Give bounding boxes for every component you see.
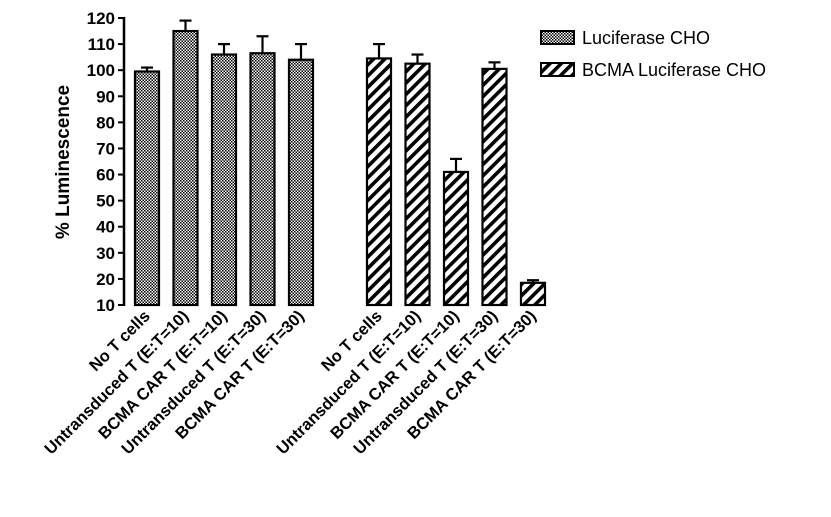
bar-s1-0 xyxy=(365,57,393,307)
y-axis-title: % Luminescence xyxy=(53,85,74,239)
bar-s0-1 xyxy=(172,29,199,307)
y-tick-label-20: 20 xyxy=(96,270,115,289)
y-tick-label-40: 40 xyxy=(96,218,115,237)
y-tick-label-100: 100 xyxy=(87,61,115,80)
legend-swatch-bcma-luciferase-cho xyxy=(540,62,575,77)
legend-label-bcma-luciferase-cho: BCMA Luciferase CHO xyxy=(582,60,766,80)
legend: Luciferase CHO BCMA Luciferase CHO xyxy=(540,28,766,80)
y-tick-label-30: 30 xyxy=(96,244,115,263)
category-label-s0-1: Untransduced T (E:T=10) xyxy=(41,307,192,458)
y-tick-label-60: 60 xyxy=(96,166,115,185)
bar-s1-4 xyxy=(519,281,547,307)
bar-s0-2 xyxy=(210,53,238,307)
bar-s1-2 xyxy=(442,170,470,307)
y-tick-label-50: 50 xyxy=(96,192,115,211)
bar-s1-1 xyxy=(404,62,431,307)
bar-s0-4 xyxy=(287,58,315,307)
legend-label-luciferase-cho: Luciferase CHO xyxy=(582,28,710,48)
bar-s0-3 xyxy=(249,52,276,307)
bars xyxy=(133,19,547,307)
y-axis: 10 20 30 40 50 60 70 80 90 100 110 120 xyxy=(87,9,126,315)
y-tick-label-70: 70 xyxy=(96,139,115,158)
y-tick-label-10: 10 xyxy=(96,296,115,315)
y-tick-label-110: 110 xyxy=(88,35,115,54)
bar-s0-0 xyxy=(133,70,161,307)
y-tick-label-90: 90 xyxy=(96,87,115,106)
y-tick-label-120: 120 xyxy=(87,9,115,28)
y-tick-label-80: 80 xyxy=(96,113,115,132)
bar-s1-3 xyxy=(481,67,508,307)
legend-swatch-luciferase-cho xyxy=(540,30,575,45)
